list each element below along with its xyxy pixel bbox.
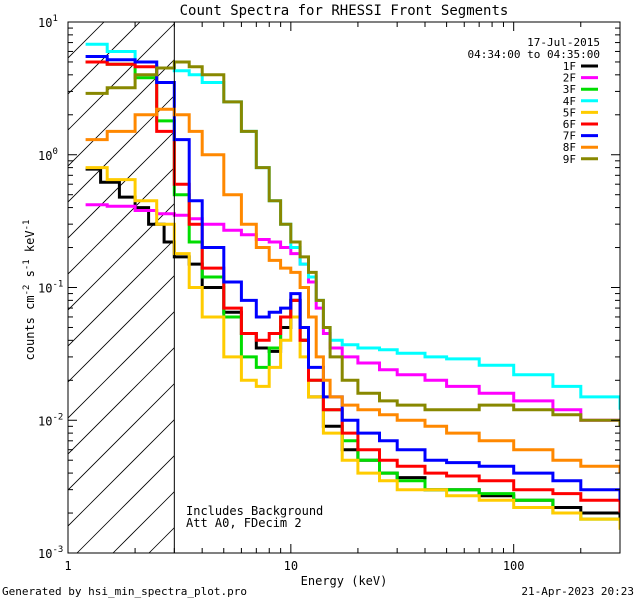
x-axis-label: Energy (keV) bbox=[301, 574, 388, 588]
x-tick-label: 10 bbox=[284, 559, 298, 573]
annotation-background: Includes Background bbox=[186, 504, 323, 518]
annotation-attenuator: Att A0, FDecim 2 bbox=[186, 516, 302, 530]
y-tick-label: 101 bbox=[38, 14, 58, 30]
hatch-line bbox=[68, 22, 177, 131]
legend-label-4f: 4F bbox=[563, 95, 576, 108]
legend-label-7f: 7F bbox=[563, 130, 576, 143]
date-label: 17-Jul-2015 bbox=[527, 36, 600, 49]
footer-generated-by: Generated by hsi_min_spectra_plot.pro bbox=[2, 585, 247, 598]
y-tick-label: 10-1 bbox=[38, 280, 63, 296]
chart-title: Count Spectra for RHESSI Front Segments bbox=[180, 3, 509, 19]
legend-label-3f: 3F bbox=[563, 83, 576, 96]
series-line-8f bbox=[85, 107, 620, 474]
legend-label-6f: 6F bbox=[563, 118, 576, 131]
series-line-6f bbox=[85, 60, 620, 513]
y-axis-label: counts cm-2 s-1 keV-1 bbox=[22, 220, 37, 361]
legend-label-2f: 2F bbox=[563, 72, 576, 85]
footer-timestamp: 21-Apr-2023 20:23 bbox=[521, 585, 634, 598]
series-line-9f bbox=[85, 60, 620, 427]
legend-label-5f: 5F bbox=[563, 106, 576, 119]
axis-ticks bbox=[67, 21, 621, 554]
y-tick-label: 100 bbox=[38, 147, 58, 163]
series-line-4f bbox=[85, 42, 620, 410]
x-tick-label: 1 bbox=[64, 559, 71, 573]
legend-label-8f: 8F bbox=[563, 141, 576, 154]
y-tick-label: 10-3 bbox=[38, 545, 63, 561]
x-tick-label: 100 bbox=[503, 559, 525, 573]
time-range-label: 04:34:00 to 04:35:00 bbox=[468, 48, 600, 61]
series-line-7f bbox=[85, 55, 620, 501]
y-tick-label: 10-2 bbox=[38, 412, 63, 428]
hatch-line bbox=[68, 22, 213, 167]
legend-label-1f: 1F bbox=[563, 60, 576, 73]
legend-label-9f: 9F bbox=[563, 153, 576, 166]
